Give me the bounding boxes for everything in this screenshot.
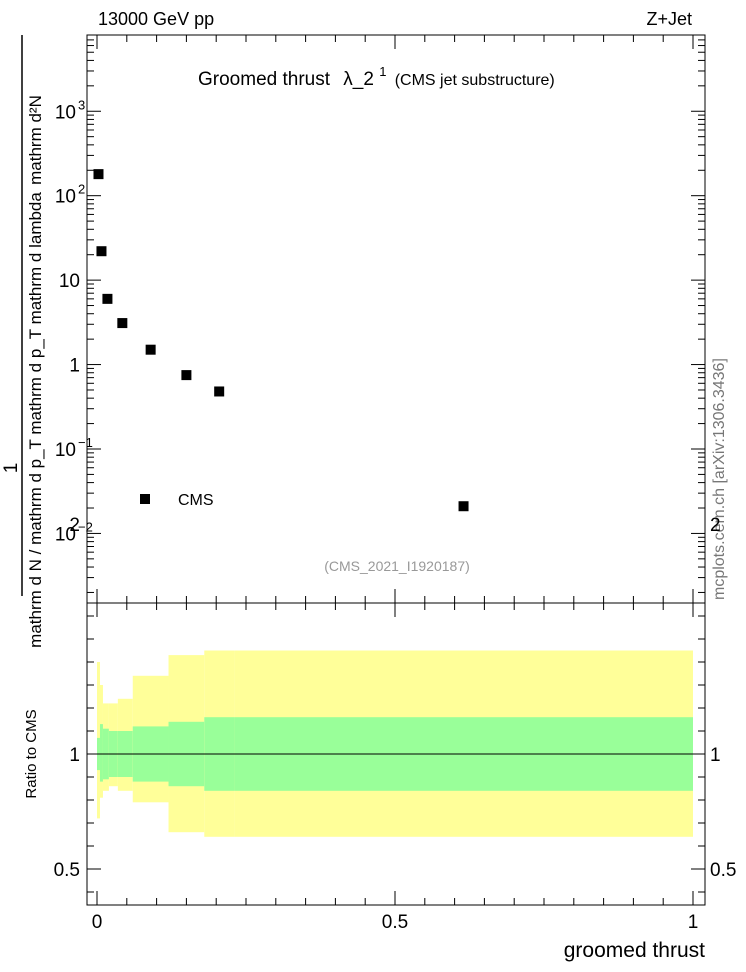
data-point bbox=[214, 386, 225, 397]
ylabel-denominator-top: mathrm d²N bbox=[26, 95, 45, 185]
ratio-y-tick-label-right: 1 bbox=[710, 745, 721, 766]
x-tick-label: 0 bbox=[92, 912, 103, 933]
ratio-y-tick-label: 2 bbox=[69, 515, 80, 536]
data-point bbox=[93, 169, 104, 180]
main-y-tick-label: 10 bbox=[55, 102, 76, 123]
ratio-ylabel: Ratio to CMS bbox=[23, 709, 40, 798]
energy-label: 13000 GeV pp bbox=[98, 9, 214, 29]
ylabel-numerator: 1 bbox=[1, 463, 22, 474]
uncertainty-bands bbox=[97, 650, 693, 837]
side-label: mcplots.cern.ch [arXiv:1306.3436] bbox=[711, 358, 728, 600]
ratio-y-axis: 0.5 0.5 1 1 2 2 bbox=[54, 515, 736, 893]
x-tick-label: 0.5 bbox=[382, 912, 408, 933]
x-tick-label: 1 bbox=[688, 912, 699, 933]
data-point bbox=[102, 293, 113, 304]
main-y-tick-label: 10 bbox=[55, 440, 76, 461]
data-point bbox=[117, 318, 128, 329]
main-y-tick-label: 1 bbox=[69, 356, 80, 377]
process-label: Z+Jet bbox=[646, 9, 692, 29]
ratio-y-tick-label: 0.5 bbox=[54, 860, 80, 881]
main-y-tick-label: 10 bbox=[55, 187, 76, 208]
ratio-y-tick-label-right: 2 bbox=[710, 515, 721, 536]
ratio-y-tick-label: 1 bbox=[69, 745, 80, 766]
data-point bbox=[96, 246, 107, 257]
chart-title-symbol: λ_2 bbox=[343, 69, 374, 90]
main-y-tick-exponent: −1 bbox=[78, 435, 93, 450]
data-point bbox=[145, 344, 156, 355]
legend-marker-cms bbox=[140, 494, 150, 504]
x-axis: 0 0.5 1 bbox=[92, 35, 699, 933]
main-y-tick-exponent: 3 bbox=[78, 97, 85, 112]
chart-title: Groomed thrust λ_2 1 (CMS jet substructu… bbox=[198, 60, 555, 90]
cms-data-series bbox=[93, 169, 469, 512]
main-y-tick-exponent: 2 bbox=[78, 182, 85, 197]
ratio-y-tick-label-right: 0.5 bbox=[710, 860, 736, 881]
chart-title-sub: (CMS jet substructure) bbox=[395, 72, 555, 89]
main-y-tick-label: 10 bbox=[59, 271, 80, 292]
main-y-tick-exponent: −2 bbox=[78, 519, 93, 534]
chart-title-sup: 1 bbox=[379, 64, 386, 79]
chart-title-main: Groomed thrust bbox=[198, 69, 331, 90]
legend-label-cms: CMS bbox=[178, 492, 214, 509]
data-point bbox=[181, 370, 192, 381]
main-panel-frame bbox=[86, 34, 706, 604]
data-point bbox=[458, 501, 469, 512]
xlabel: groomed thrust bbox=[564, 939, 705, 962]
stat-uncertainty-bin bbox=[99, 724, 103, 782]
ylabel-main: mathrm d N / mathrm d p_T mathrm d p_T m… bbox=[26, 192, 45, 648]
main-y-tick-label: 10 bbox=[55, 524, 76, 545]
analysis-annotation: (CMS_2021_I1920187) bbox=[324, 558, 470, 574]
